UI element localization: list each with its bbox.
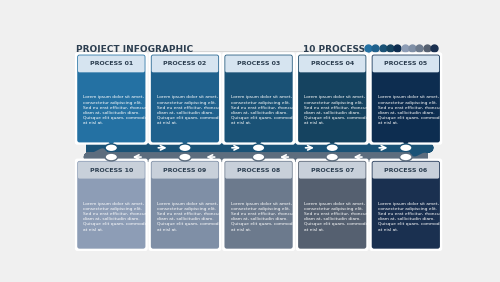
FancyBboxPatch shape	[152, 162, 218, 179]
Text: Lorem ipsum dolor sit amet,
consectetur adipiscing elit.
Sed eu erat efficitur, : Lorem ipsum dolor sit amet, consectetur …	[84, 202, 148, 232]
FancyBboxPatch shape	[296, 52, 368, 145]
Text: Lorem ipsum dolor sit amet,
consectetur adipiscing elit.
Sed eu erat efficitur, : Lorem ipsum dolor sit amet, consectetur …	[304, 95, 368, 125]
FancyBboxPatch shape	[224, 55, 292, 142]
Text: PROCESS 06: PROCESS 06	[384, 168, 428, 173]
Text: Lorem ipsum dolor sit amet,
consectetur adipiscing elit.
Sed eu erat efficitur, : Lorem ipsum dolor sit amet, consectetur …	[230, 202, 295, 232]
Text: PROCESS 08: PROCESS 08	[237, 168, 280, 173]
Text: PROCESS 07: PROCESS 07	[310, 168, 354, 173]
FancyBboxPatch shape	[299, 55, 366, 72]
FancyBboxPatch shape	[296, 158, 368, 251]
FancyBboxPatch shape	[224, 161, 292, 249]
Ellipse shape	[400, 153, 412, 161]
Text: PROCESS 05: PROCESS 05	[384, 61, 428, 66]
Text: 10 PROCESS: 10 PROCESS	[303, 45, 365, 54]
Text: PROCESS 10: PROCESS 10	[90, 168, 133, 173]
Polygon shape	[328, 157, 336, 163]
Polygon shape	[254, 140, 262, 146]
FancyBboxPatch shape	[370, 158, 442, 251]
Text: PROJECT INFOGRAPHIC: PROJECT INFOGRAPHIC	[76, 45, 194, 54]
Text: PROCESS 03: PROCESS 03	[237, 61, 280, 66]
Text: Lorem ipsum dolor sit amet,
consectetur adipiscing elit.
Sed eu erat efficitur, : Lorem ipsum dolor sit amet, consectetur …	[230, 95, 295, 125]
Text: Lorem ipsum dolor sit amet,
consectetur adipiscing elit.
Sed eu erat efficitur, : Lorem ipsum dolor sit amet, consectetur …	[304, 202, 368, 232]
FancyBboxPatch shape	[372, 55, 440, 142]
Text: Lorem ipsum dolor sit amet,
consectetur adipiscing elit.
Sed eu erat efficitur, : Lorem ipsum dolor sit amet, consectetur …	[157, 95, 222, 125]
Polygon shape	[108, 157, 115, 163]
Polygon shape	[181, 157, 189, 163]
Text: Lorem ipsum dolor sit amet,
consectetur adipiscing elit.
Sed eu erat efficitur, : Lorem ipsum dolor sit amet, consectetur …	[84, 95, 148, 125]
FancyBboxPatch shape	[222, 52, 295, 145]
FancyBboxPatch shape	[298, 161, 366, 249]
Polygon shape	[254, 157, 262, 163]
Polygon shape	[108, 140, 115, 146]
FancyBboxPatch shape	[77, 55, 146, 142]
Text: PROCESS 04: PROCESS 04	[310, 61, 354, 66]
FancyBboxPatch shape	[148, 52, 222, 145]
Ellipse shape	[400, 144, 412, 152]
FancyBboxPatch shape	[225, 162, 292, 179]
FancyBboxPatch shape	[299, 162, 366, 179]
FancyBboxPatch shape	[151, 55, 219, 142]
Ellipse shape	[179, 144, 191, 152]
FancyBboxPatch shape	[75, 52, 148, 145]
FancyBboxPatch shape	[77, 161, 146, 249]
FancyBboxPatch shape	[148, 158, 222, 251]
Polygon shape	[402, 140, 409, 146]
Ellipse shape	[179, 153, 191, 161]
Ellipse shape	[326, 144, 338, 152]
Text: PROCESS 09: PROCESS 09	[164, 168, 206, 173]
FancyBboxPatch shape	[225, 55, 292, 72]
FancyBboxPatch shape	[222, 158, 295, 251]
FancyBboxPatch shape	[151, 161, 219, 249]
FancyBboxPatch shape	[372, 161, 440, 249]
FancyBboxPatch shape	[372, 55, 439, 72]
Ellipse shape	[105, 144, 118, 152]
FancyBboxPatch shape	[75, 158, 148, 251]
Ellipse shape	[252, 144, 265, 152]
Text: PROCESS 02: PROCESS 02	[164, 61, 206, 66]
Text: Lorem ipsum dolor sit amet,
consectetur adipiscing elit.
Sed eu erat efficitur, : Lorem ipsum dolor sit amet, consectetur …	[378, 202, 442, 232]
Polygon shape	[181, 140, 189, 146]
FancyBboxPatch shape	[78, 55, 144, 72]
FancyBboxPatch shape	[372, 162, 439, 179]
Text: Lorem ipsum dolor sit amet,
consectetur adipiscing elit.
Sed eu erat efficitur, : Lorem ipsum dolor sit amet, consectetur …	[157, 202, 222, 232]
Ellipse shape	[326, 153, 338, 161]
FancyBboxPatch shape	[78, 162, 144, 179]
Ellipse shape	[252, 153, 265, 161]
FancyBboxPatch shape	[152, 55, 218, 72]
FancyBboxPatch shape	[370, 52, 442, 145]
Polygon shape	[402, 157, 409, 163]
Text: PROCESS 01: PROCESS 01	[90, 61, 133, 66]
Polygon shape	[328, 140, 336, 146]
Text: Lorem ipsum dolor sit amet,
consectetur adipiscing elit.
Sed eu erat efficitur, : Lorem ipsum dolor sit amet, consectetur …	[378, 95, 442, 125]
Ellipse shape	[105, 153, 118, 161]
FancyBboxPatch shape	[298, 55, 366, 142]
